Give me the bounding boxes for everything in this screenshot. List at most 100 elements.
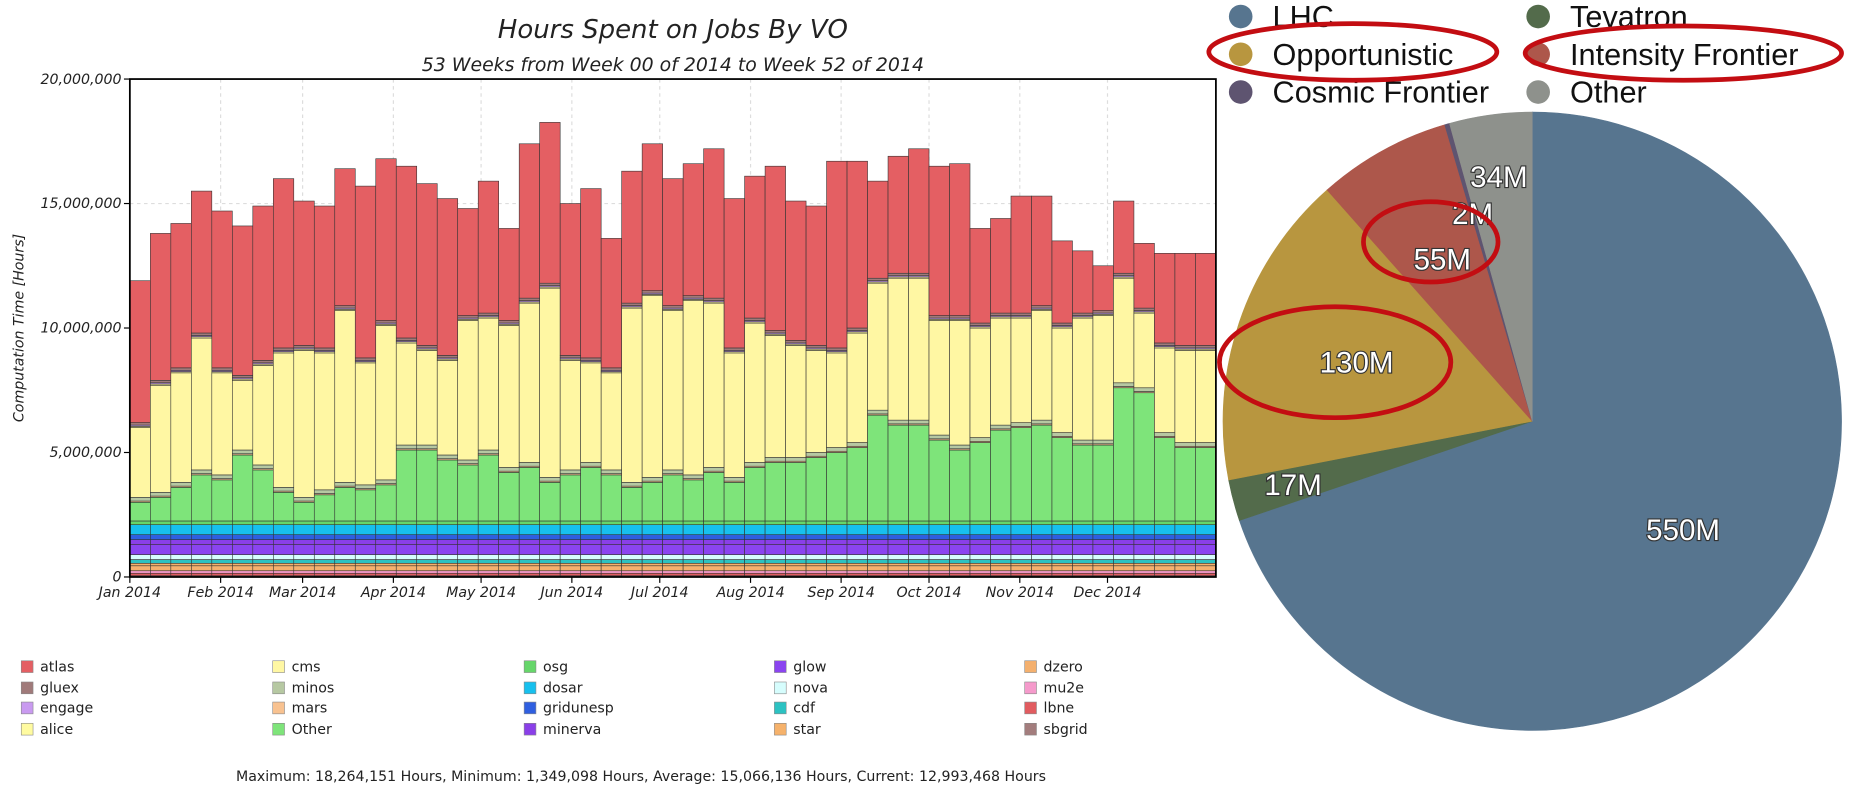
bar-segment: [518, 462, 540, 467]
bar-segment: [518, 467, 540, 522]
bar-segment: [477, 554, 499, 560]
bar-segment: [908, 419, 930, 425]
bar-segment: [867, 520, 889, 525]
bar-segment: [559, 554, 581, 560]
bar-segment: [1092, 524, 1114, 535]
bar-segment: [395, 444, 418, 450]
bar-segment: [1072, 570, 1094, 574]
bar-segment: [518, 524, 540, 535]
bar-segment: [846, 539, 868, 545]
bar-segment: [1092, 520, 1114, 525]
bar-segment: [129, 534, 151, 540]
bar-segment: [969, 562, 991, 567]
bar-segment: [846, 327, 868, 331]
pie-value-label: 55M: [1414, 244, 1471, 277]
bar-segment: [232, 454, 254, 522]
bar-segment: [1154, 524, 1176, 535]
bar-segment: [621, 520, 643, 525]
bar-segment: [662, 469, 684, 474]
bar-segment: [764, 462, 786, 522]
bar-segment: [1010, 427, 1032, 522]
bar-segment: [498, 572, 520, 577]
bar-segment: [764, 520, 786, 525]
bar-segment: [1031, 195, 1053, 306]
x-tick-label: Dec 2014: [1074, 585, 1142, 601]
legend-label: Opportunistic: [1273, 37, 1454, 72]
bar-segment: [887, 554, 909, 560]
bar-segment: [272, 520, 295, 525]
bar-segment: [621, 572, 643, 577]
bar-segment: [600, 372, 622, 471]
bar-segment: [846, 559, 868, 564]
bar-segment: [272, 544, 295, 555]
bar-segment: [723, 347, 745, 351]
legend-swatch: [523, 722, 537, 736]
bar-segment: [252, 534, 274, 540]
bar-segment: [559, 570, 581, 574]
bar-segment: [191, 570, 213, 574]
bar-segment: [375, 534, 397, 540]
bar-segment: [150, 554, 172, 560]
bar-segment: [416, 524, 438, 535]
bar-segment: [662, 565, 684, 572]
bar-segment: [416, 570, 438, 574]
bar-segment: [621, 302, 643, 306]
bar-segment: [1154, 565, 1176, 572]
bar-segment: [354, 544, 377, 555]
bar-segment: [723, 534, 745, 540]
bar-segment: [969, 539, 991, 545]
bar-segment: [457, 570, 479, 574]
bar-segment: [867, 572, 889, 577]
bar-segment: [764, 335, 786, 458]
bar-segment: [170, 372, 192, 483]
bar-segment: [1113, 544, 1135, 555]
bar-segment: [539, 122, 561, 284]
bar-segment: [1010, 559, 1032, 564]
bar-segment: [682, 562, 704, 567]
bar-segment: [641, 562, 663, 567]
bar-segment: [416, 572, 438, 577]
bar-segment: [990, 424, 1012, 430]
pie-value-label: 550M: [1646, 514, 1720, 547]
bar-segment: [170, 520, 192, 525]
bar-segment: [498, 524, 520, 535]
bar-segment: [477, 559, 499, 564]
bar-segment: [272, 534, 295, 540]
bar-segment: [150, 384, 172, 493]
legend-swatch: [774, 701, 787, 715]
bar-segment: [887, 572, 909, 577]
bar-segment: [703, 565, 725, 572]
bar-segment: [621, 565, 643, 572]
bar-segment: [744, 572, 766, 577]
bar-segment: [1072, 544, 1094, 555]
bar-segment: [539, 562, 561, 567]
bar-segment: [949, 449, 971, 522]
bar-segment: [170, 367, 192, 371]
bar-segment: [1051, 524, 1073, 535]
legend-swatch: [1024, 722, 1037, 736]
bar-segment: [826, 352, 848, 448]
bar-segment: [375, 559, 397, 564]
bar-segment: [395, 449, 418, 522]
bar-segment: [1010, 562, 1032, 567]
bar-segment: [867, 544, 889, 555]
bar-segment: [1051, 554, 1073, 560]
bar-segment: [887, 520, 909, 525]
bar-segment: [252, 524, 274, 535]
bar-segment: [990, 317, 1012, 426]
bar-segment: [518, 559, 540, 564]
bar-segment: [1031, 305, 1053, 309]
legend-label: cdf: [793, 701, 816, 717]
bar-segment: [1031, 310, 1053, 421]
bar-segment: [1010, 520, 1032, 525]
bar-segment: [211, 570, 233, 574]
bar-segment: [1174, 562, 1196, 567]
bar-segment: [1195, 565, 1217, 572]
bar-segment: [232, 534, 254, 540]
bar-segment: [1113, 534, 1135, 540]
bar-segment: [887, 277, 909, 421]
bar-segment: [416, 559, 438, 564]
x-tick-label: May 2014: [446, 585, 516, 601]
bar-segment: [375, 539, 397, 545]
